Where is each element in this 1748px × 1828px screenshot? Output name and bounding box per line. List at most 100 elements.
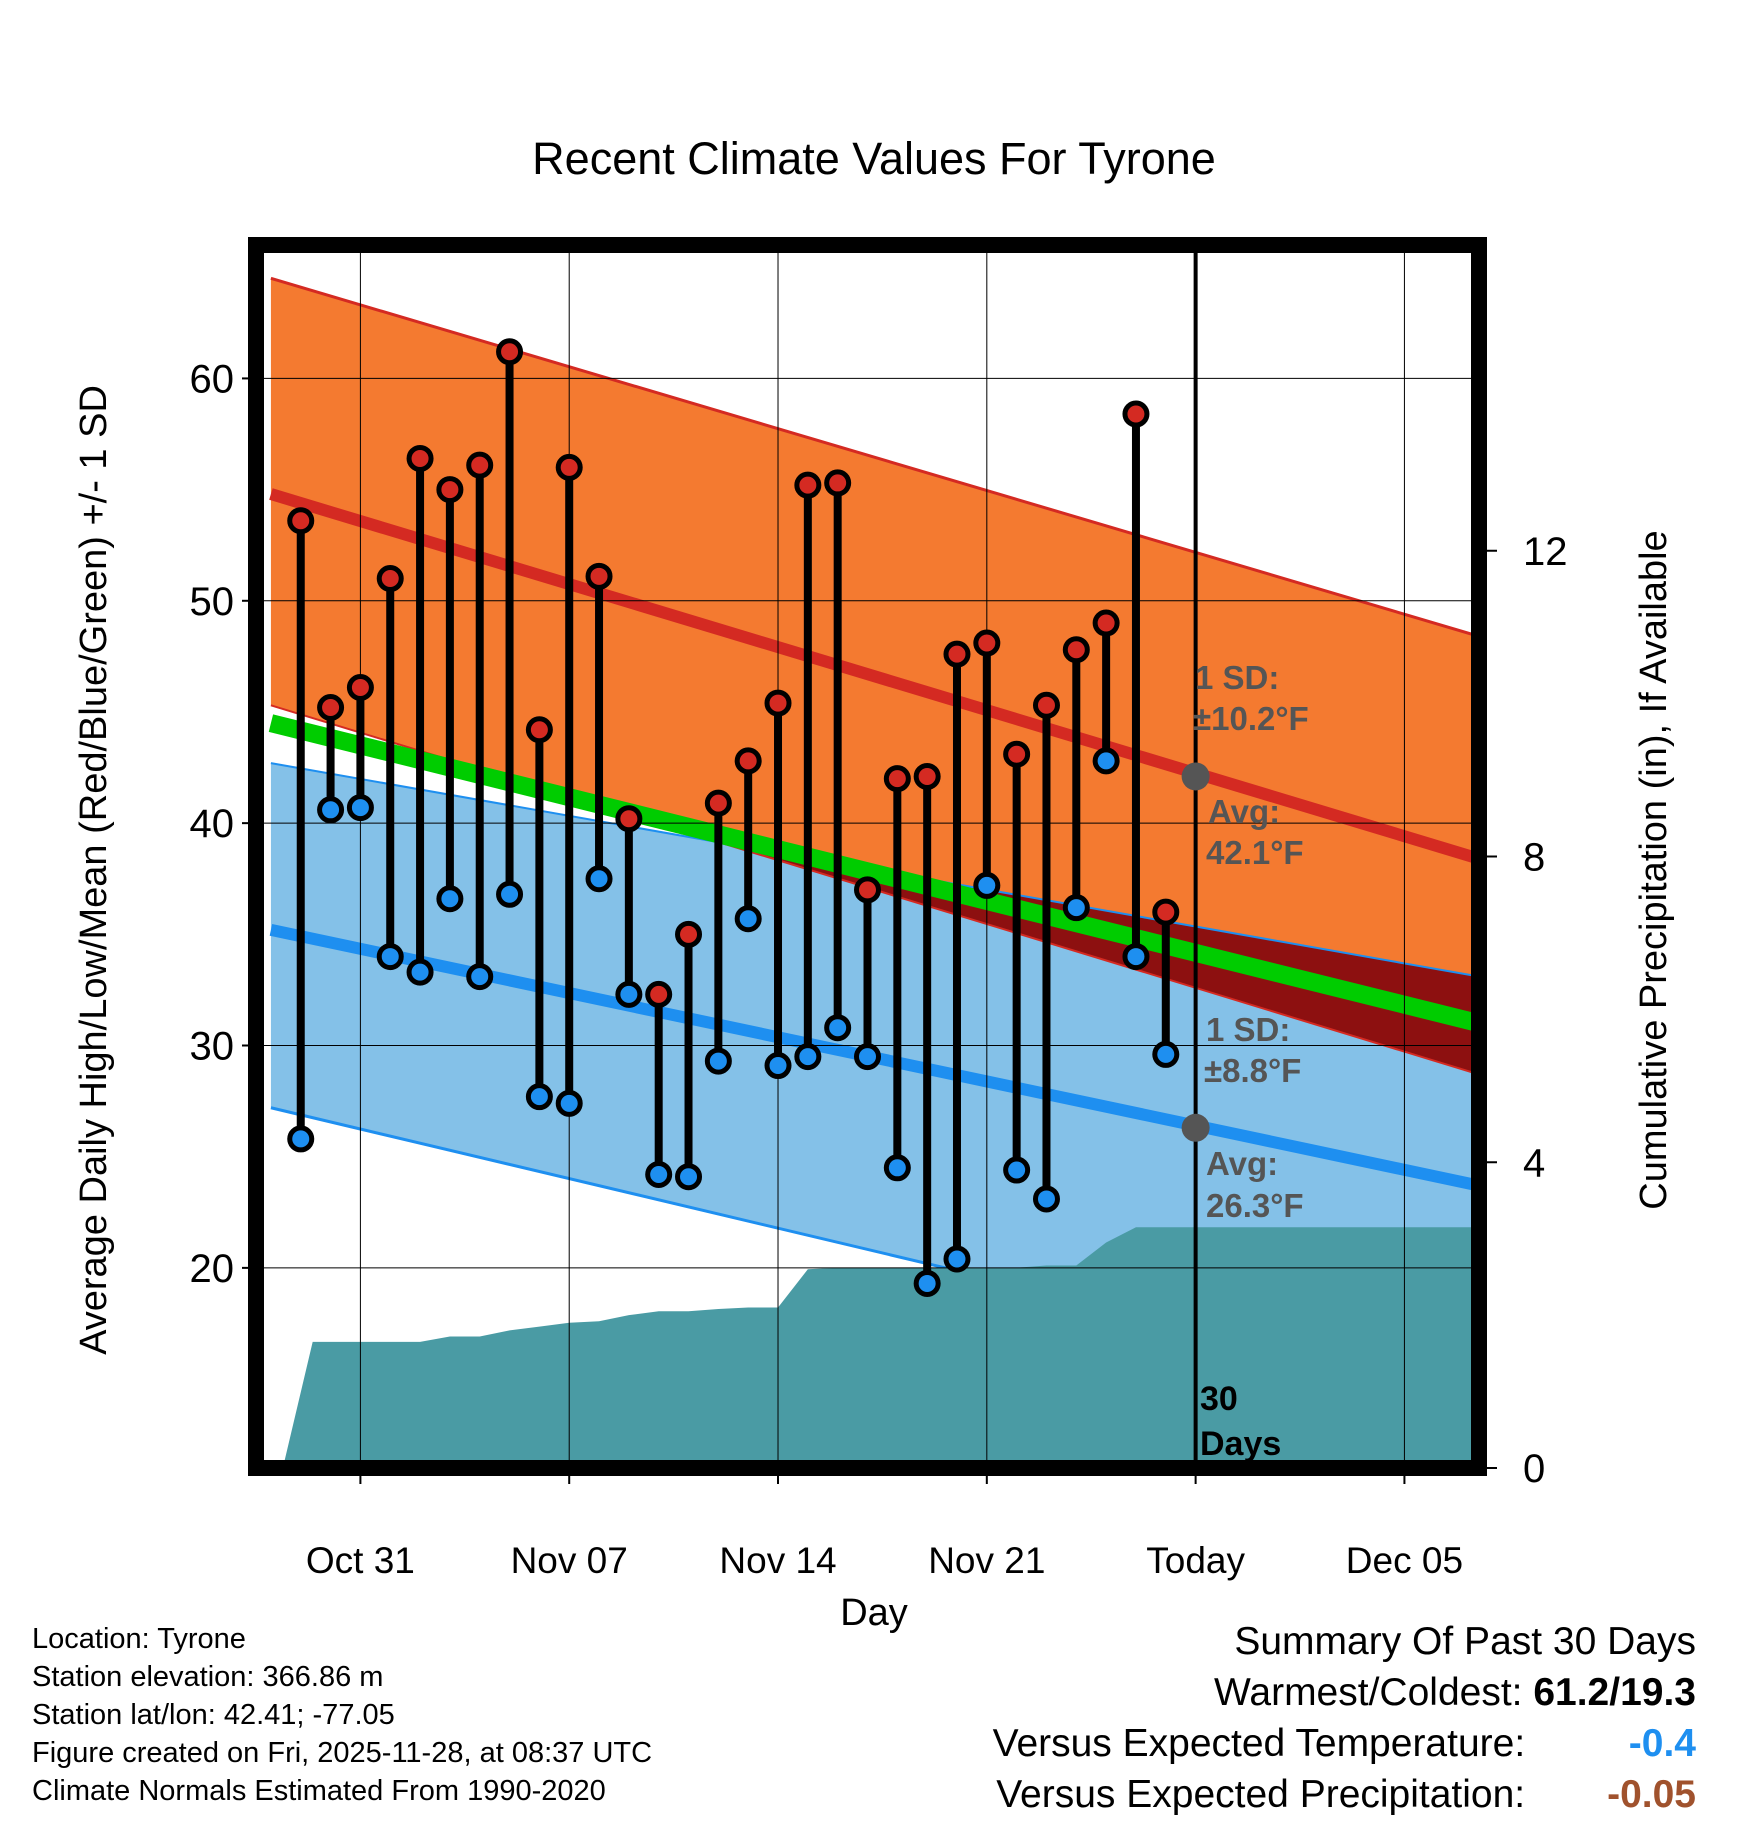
summary-title: Summary Of Past 30 Days	[1234, 1620, 1696, 1663]
y2-tick-label: 12	[1523, 530, 1568, 574]
created-text: Figure created on Fri, 2025-11-28, at 08…	[32, 1737, 653, 1769]
daily-high-point	[704, 789, 732, 817]
y2-tick-label: 0	[1523, 1447, 1545, 1491]
daily-high-point	[1152, 898, 1180, 926]
low-sd-label: 1 SD:	[1206, 1011, 1290, 1048]
high-avg-value: 42.1°F	[1206, 834, 1304, 871]
daily-low-point	[1122, 943, 1150, 971]
summary-precip-row: Versus Expected Precipitation: -0.05	[993, 1769, 1696, 1820]
y-tick-label: 50	[190, 580, 235, 624]
daily-low-point	[764, 1052, 792, 1080]
daily-high-point	[436, 476, 464, 504]
daily-low-point	[734, 905, 762, 933]
high-sd-value: ±10.2°F	[1193, 700, 1309, 737]
plot-area: 1 SD: ±10.2°F Avg: 42.1°F 1 SD: ±8.8°F Avg: 26.…	[190, 237, 1568, 1581]
daily-low-point	[406, 958, 434, 986]
daily-high-point	[883, 765, 911, 793]
daily-low-point	[525, 1083, 553, 1111]
daily-high-point	[525, 716, 553, 744]
daily-high-point	[466, 451, 494, 479]
days-label-text: Days	[1200, 1425, 1281, 1463]
precip-value: -0.05	[1607, 1773, 1696, 1816]
daily-low-point	[794, 1043, 822, 1071]
daily-low-point	[585, 865, 613, 893]
daily-low-point	[943, 1245, 971, 1273]
location-text: Location: Tyrone	[32, 1623, 246, 1655]
daily-high-point	[1092, 609, 1120, 637]
daily-high-point	[615, 805, 643, 833]
normals-text: Climate Normals Estimated From 1990-2020	[32, 1775, 606, 1807]
daily-low-point	[1062, 894, 1090, 922]
daily-low-point	[436, 885, 464, 913]
daily-low-point	[376, 943, 404, 971]
high-sd-label: 1 SD:	[1195, 659, 1279, 696]
daily-high-point	[406, 444, 434, 472]
daily-low-point	[466, 963, 494, 991]
daily-high-point	[764, 689, 792, 717]
latlon-text: Station lat/lon: 42.41; -77.05	[32, 1699, 395, 1731]
daily-high-point	[317, 694, 345, 722]
warmest-value: 61.2/19.3	[1533, 1671, 1696, 1714]
temp-value: -0.4	[1628, 1722, 1696, 1765]
x-tick-label: Oct 31	[306, 1540, 415, 1581]
daily-low-point	[1003, 1156, 1031, 1184]
temp-label: Versus Expected Temperature:	[992, 1722, 1526, 1765]
daily-high-point	[1003, 740, 1031, 768]
y2-axis-label: Cumulative Precipitation (in), If Availa…	[1633, 530, 1675, 1209]
today-low-avg-marker	[1181, 1113, 1210, 1142]
daily-low-point	[704, 1047, 732, 1075]
daily-high-point	[1062, 636, 1090, 664]
daily-low-point	[287, 1125, 315, 1153]
low-avg-label: Avg:	[1206, 1145, 1278, 1182]
daily-low-point	[555, 1089, 583, 1117]
summary-warmest-row: Warmest/Coldest: 61.2/19.3	[993, 1667, 1696, 1718]
daily-low-point	[1092, 747, 1120, 775]
daily-low-point	[317, 796, 345, 824]
daily-low-point	[346, 794, 374, 822]
x-tick-label: Nov 14	[719, 1540, 836, 1581]
chart-title: Recent Climate Values For Tyrone	[532, 133, 1216, 184]
daily-high-point	[376, 565, 404, 593]
daily-high-point	[973, 629, 1001, 657]
today-high-avg-marker	[1181, 762, 1210, 791]
x-tick-label: Nov 07	[511, 1540, 628, 1581]
daily-low-point	[615, 980, 643, 1008]
high-avg-label: Avg:	[1208, 793, 1280, 830]
daily-low-point	[973, 871, 1001, 899]
daily-low-point	[496, 880, 524, 908]
low-sd-value: ±8.8°F	[1204, 1052, 1301, 1089]
summary-temp-row: Versus Expected Temperature: -0.4	[993, 1718, 1696, 1769]
daily-low-point	[675, 1163, 703, 1191]
daily-high-point	[913, 762, 941, 790]
daily-low-point	[883, 1154, 911, 1182]
daily-high-point	[675, 920, 703, 948]
low-avg-value: 26.3°F	[1206, 1187, 1304, 1224]
x-tick-label: Dec 05	[1346, 1540, 1463, 1581]
daily-high-point	[943, 640, 971, 668]
y-axis-label: Average Daily High/Low/Mean (Red/Blue/Gr…	[73, 385, 115, 1355]
high-avg-line	[269, 488, 1479, 865]
y2-tick-label: 4	[1523, 1141, 1545, 1185]
daily-high-point	[794, 471, 822, 499]
daily-high-point	[734, 747, 762, 775]
daily-high-point	[287, 507, 315, 535]
x-axis-label: Day	[840, 1592, 908, 1634]
daily-high-point	[585, 562, 613, 590]
y2-tick-label: 8	[1523, 836, 1545, 880]
warmest-label: Warmest/Coldest:	[1214, 1671, 1523, 1714]
precip-area	[282, 1227, 1479, 1468]
y-tick-label: 40	[190, 802, 235, 846]
high-upper-line	[270, 276, 1479, 638]
mean-avg-line	[268, 714, 1479, 1033]
x-tick-label: Nov 21	[928, 1540, 1045, 1581]
station-info: Location: Tyrone Station elevation: 366.…	[32, 1620, 652, 1810]
daily-low-point	[645, 1160, 673, 1188]
summary-panel: Summary Of Past 30 Days Warmest/Coldest:…	[993, 1616, 1696, 1820]
daily-high-point	[645, 980, 673, 1008]
y-tick-label: 60	[190, 357, 235, 401]
daily-high-point	[346, 674, 374, 702]
daily-low-point	[824, 1014, 852, 1042]
days-label-number: 30	[1200, 1380, 1238, 1418]
daily-low-point	[913, 1269, 941, 1297]
